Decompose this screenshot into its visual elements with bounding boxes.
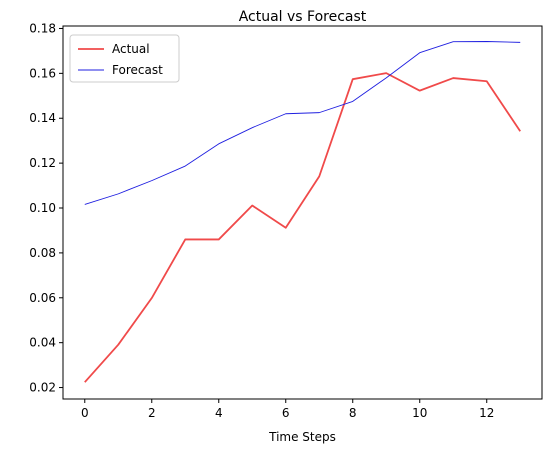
- axes-frame: [62, 25, 543, 400]
- series-line-forecast: [84, 41, 521, 205]
- y-tick-label: 0.04: [29, 336, 56, 350]
- legend-label-forecast: Forecast: [112, 63, 163, 77]
- y-tick-label: 0.18: [29, 21, 56, 35]
- y-axis-ticks: 0.02 0.04 0.06 0.08 0.10 0.12 0.14 0.16 0.18: [29, 21, 63, 395]
- x-tick-label: 10: [412, 406, 427, 420]
- y-tick-label: 0.16: [29, 66, 56, 80]
- y-tick-label: 0.10: [29, 201, 56, 215]
- x-axis-label: Time Steps: [268, 430, 336, 444]
- legend-label-actual: Actual: [112, 42, 150, 56]
- plot-border: [62, 25, 543, 400]
- x-tick-label: 8: [349, 406, 357, 420]
- x-tick-label: 6: [282, 406, 290, 420]
- y-tick-label: 0.12: [29, 156, 56, 170]
- y-tick-label: 0.14: [29, 111, 56, 125]
- series-line-actual: [84, 72, 521, 383]
- x-tick-label: 0: [81, 406, 89, 420]
- x-axis-ticks: 0 2 4 6 8 10 12: [81, 399, 494, 420]
- plot-lines: [84, 41, 521, 383]
- chart-title: Actual vs Forecast: [239, 9, 367, 25]
- legend: Actual Forecast: [69, 34, 180, 83]
- y-tick-label: 0.06: [29, 291, 56, 305]
- y-tick-label: 0.02: [29, 381, 56, 395]
- x-tick-label: 12: [479, 406, 494, 420]
- x-tick-label: 4: [215, 406, 223, 420]
- y-tick-label: 0.08: [29, 246, 56, 260]
- x-tick-label: 2: [148, 406, 156, 420]
